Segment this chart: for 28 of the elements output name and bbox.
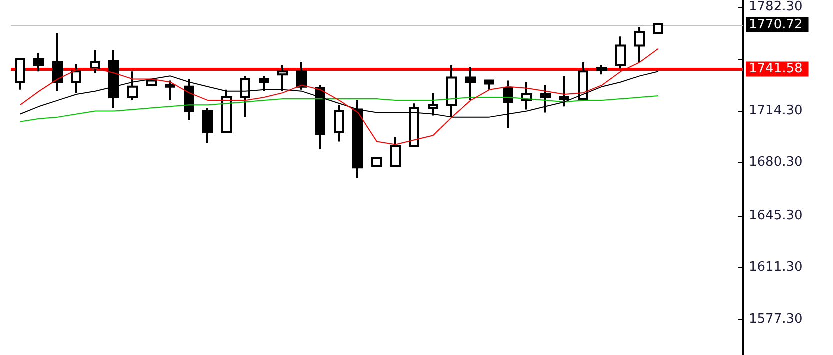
y-tick-label: 1611.30 <box>749 260 803 276</box>
candlestick <box>202 107 214 144</box>
candlestick <box>560 75 570 108</box>
candlestick <box>52 32 64 92</box>
line-series <box>20 95 660 122</box>
candlestick <box>540 84 552 114</box>
candlestick <box>484 80 494 91</box>
candlestick <box>390 136 402 168</box>
candlestick <box>466 66 476 102</box>
y-tick-label: 1782.30 <box>749 0 803 15</box>
candlestick <box>260 75 270 92</box>
y-tick-label: 1680.30 <box>749 155 803 170</box>
candlestick <box>596 64 608 76</box>
candlestick <box>16 58 26 91</box>
candlestick <box>34 52 44 73</box>
candlestick <box>90 49 100 74</box>
candlestick <box>372 157 382 168</box>
candlestick <box>166 80 176 102</box>
y-tick-label: 1714.30 <box>749 103 803 118</box>
y-tick-label: 1645.30 <box>749 208 803 224</box>
candlestick <box>654 23 664 35</box>
ref-line-label: 1770.72 <box>749 17 803 32</box>
candlestick <box>616 36 626 70</box>
candlestick <box>522 81 532 111</box>
candlestick <box>146 78 158 86</box>
candlestick <box>634 26 646 64</box>
y-tick-label: 1577.30 <box>749 312 803 327</box>
ref-line-label: 1741.58 <box>749 62 803 77</box>
